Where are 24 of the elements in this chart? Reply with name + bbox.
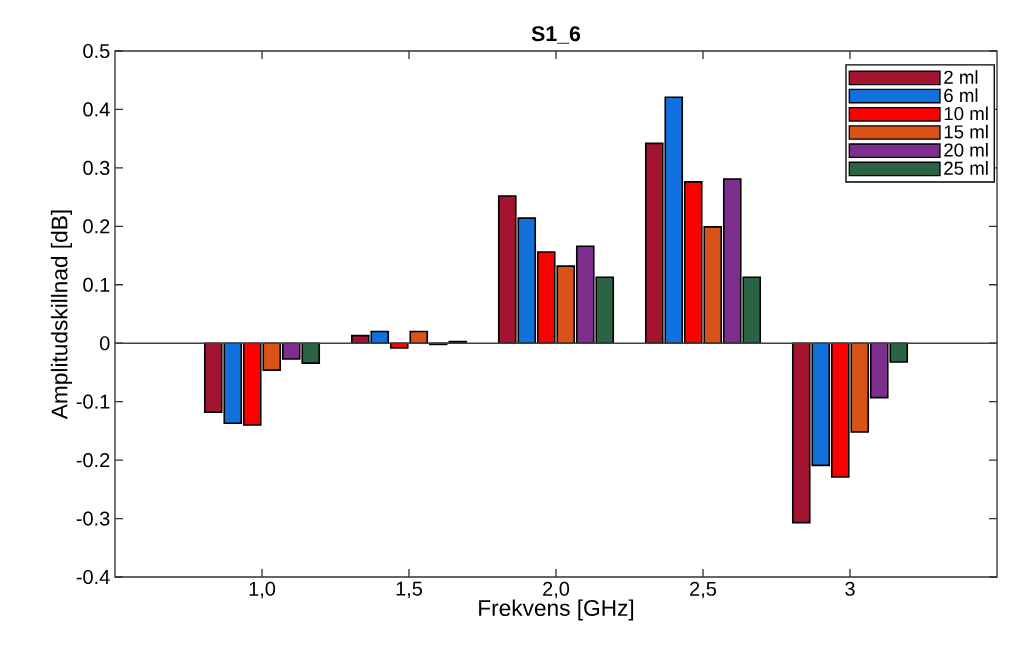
y-axis-title: Amplitudskillnad [dB] [50, 210, 73, 420]
y-tick-label: -0.2 [76, 453, 110, 468]
y-tick-label: 0.4 [83, 102, 110, 117]
y-tick-label: 0 [99, 336, 110, 351]
x-tick-label: 1,5 [396, 581, 423, 599]
legend-label: 25 ml [944, 161, 988, 175]
legend-label: 20 ml [944, 142, 988, 157]
y-tick-label: 0.5 [83, 43, 110, 59]
x-axis-title: Frekvens [GHz] [479, 599, 634, 621]
x-tick-label: 2,0 [543, 581, 570, 599]
legend-label: 2 ml [944, 70, 978, 84]
y-tick-label: -0.3 [76, 511, 110, 526]
legend-label: 15 ml [944, 124, 988, 139]
legend-label: 6 ml [944, 88, 978, 103]
legend-label: 10 ml [944, 106, 988, 121]
x-tick-label: 3 [845, 581, 855, 596]
y-tick-label: 0.2 [83, 219, 110, 234]
y-tick-label: 0.1 [83, 277, 110, 292]
y-tick-label: -0.1 [76, 394, 110, 409]
y-tick-label: 0.3 [83, 160, 110, 175]
x-tick-label: 1,0 [249, 581, 276, 599]
y-tick-label: -0.4 [76, 569, 110, 585]
x-tick-label: 2,5 [690, 581, 717, 599]
chart-title: S1_6 [531, 26, 581, 44]
